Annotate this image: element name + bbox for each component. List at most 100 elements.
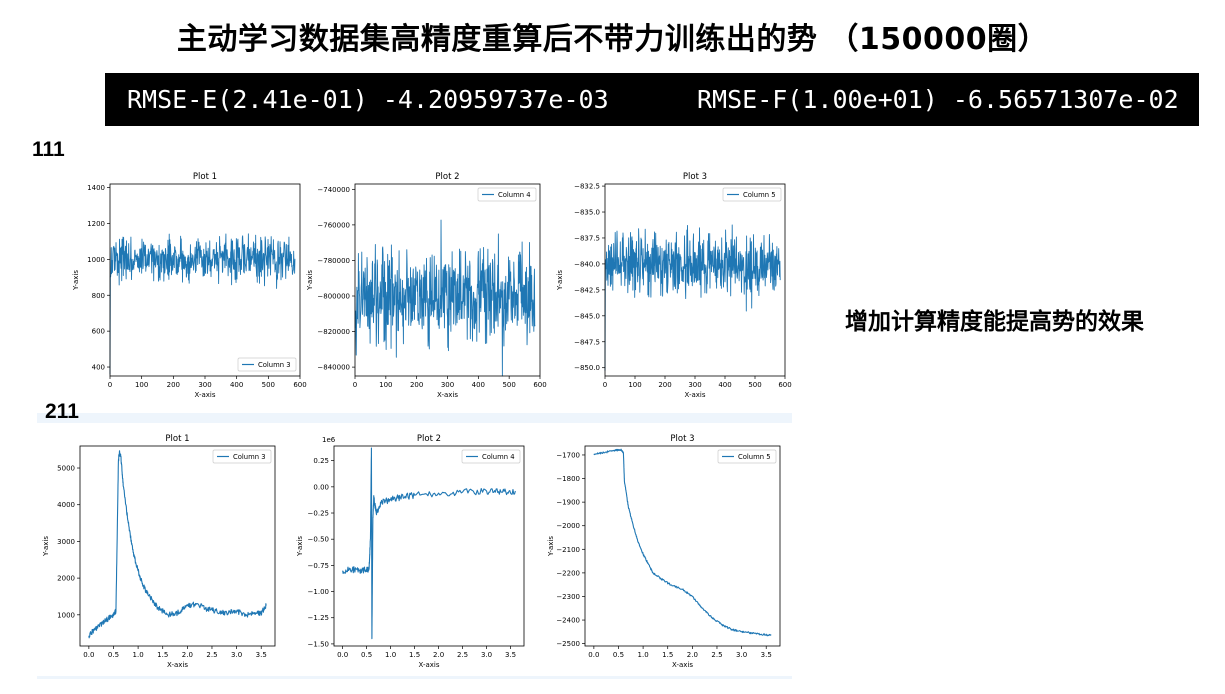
y-tick-label: −2000 bbox=[556, 522, 580, 530]
x-tick-label: 200 bbox=[167, 381, 180, 389]
y-tick-label: −2300 bbox=[556, 593, 580, 601]
y-tick-label: −2100 bbox=[556, 546, 580, 554]
series-line bbox=[88, 450, 267, 639]
y-tick-label: 0.00 bbox=[313, 483, 329, 491]
x-tick-label: 3.0 bbox=[481, 651, 492, 659]
y-tick-label: −850.0 bbox=[574, 364, 600, 372]
x-tick-label: 0.5 bbox=[361, 651, 372, 659]
y-tick-label: 1400 bbox=[87, 184, 105, 192]
x-tick-label: 0 bbox=[603, 381, 607, 389]
y-tick-label: −842.5 bbox=[574, 286, 600, 294]
x-axis-label: X-axis bbox=[195, 391, 216, 399]
axes-frame bbox=[584, 445, 781, 647]
x-tick-label: 300 bbox=[198, 381, 211, 389]
y-tick-label: 600 bbox=[92, 328, 105, 336]
chart-title: Plot 1 bbox=[193, 172, 217, 182]
y-tick-label: 2000 bbox=[57, 575, 75, 583]
x-axis-label: X-axis bbox=[685, 391, 706, 399]
x-tick-label: 2.5 bbox=[711, 651, 722, 659]
x-tick-label: 0.0 bbox=[588, 651, 599, 659]
x-tick-label: 600 bbox=[293, 381, 306, 389]
axes-frame bbox=[333, 445, 525, 647]
x-tick-label: 3.5 bbox=[505, 651, 516, 659]
y-tick-label: −840.0 bbox=[574, 260, 600, 268]
offset-text: 1e6 bbox=[322, 436, 336, 444]
side-note: 增加计算精度能提高势的效果 bbox=[845, 309, 1144, 335]
y-tick-label: −740000 bbox=[317, 186, 350, 194]
y-tick-label: −837.5 bbox=[574, 234, 600, 242]
chart-title: Plot 3 bbox=[683, 172, 707, 182]
y-tick-label: −780000 bbox=[317, 257, 350, 265]
x-tick-label: 0.5 bbox=[613, 651, 624, 659]
y-tick-label: −845.0 bbox=[574, 312, 600, 320]
series-line bbox=[354, 219, 536, 377]
chart-title: Plot 3 bbox=[670, 434, 694, 444]
y-tick-label: 1200 bbox=[87, 220, 105, 228]
y-tick-label: 400 bbox=[92, 364, 105, 372]
x-tick-label: 400 bbox=[230, 381, 243, 389]
x-tick-label: 200 bbox=[658, 381, 671, 389]
legend-box bbox=[722, 187, 782, 202]
y-tick-label: 5000 bbox=[57, 465, 75, 473]
legend-box bbox=[717, 449, 777, 464]
y-tick-label: −2400 bbox=[556, 617, 580, 625]
x-tick-label: 100 bbox=[379, 381, 392, 389]
x-tick-label: 500 bbox=[748, 381, 761, 389]
chart-title: Plot 1 bbox=[165, 434, 189, 444]
chart-1: Plot 1 0 100 200 300 400 500 600 400 600 800 1000 12… bbox=[72, 172, 307, 399]
x-tick-label: 0 bbox=[108, 381, 112, 389]
legend-label: Column 3 bbox=[233, 453, 266, 461]
rmse-energy-text: RMSE-E(2.41e-01) -4.20959737e-03 bbox=[127, 85, 609, 114]
y-axis-label: Y-axis bbox=[547, 536, 555, 557]
y-tick-label: −820000 bbox=[317, 328, 350, 336]
x-tick-label: 2.0 bbox=[433, 651, 444, 659]
legend-label: Column 3 bbox=[258, 361, 291, 369]
y-tick-label: −832.5 bbox=[574, 183, 600, 191]
series-line bbox=[342, 447, 516, 640]
chart-5: Plot 2 1e6 0.0 0.5 1.0 1.5 2.0 2.5 3.0 3.5 −1.50 −1… bbox=[296, 434, 525, 669]
x-tick-label: 1.5 bbox=[662, 651, 673, 659]
x-tick-label: 100 bbox=[135, 381, 148, 389]
x-tick-label: 200 bbox=[410, 381, 423, 389]
legend-box bbox=[477, 187, 537, 202]
x-tick-label: 3.0 bbox=[736, 651, 747, 659]
y-tick-label: −800000 bbox=[317, 293, 350, 301]
y-tick-label: −0.75 bbox=[308, 562, 329, 570]
y-tick-label: −1.50 bbox=[308, 640, 329, 648]
y-axis-label: Y-axis bbox=[306, 270, 314, 291]
x-tick-label: 0.5 bbox=[108, 651, 119, 659]
legend-box bbox=[461, 449, 521, 464]
legend-box bbox=[212, 449, 272, 464]
x-tick-label: 2.5 bbox=[206, 651, 217, 659]
x-tick-label: 100 bbox=[628, 381, 641, 389]
y-tick-label: 1000 bbox=[57, 611, 75, 619]
y-axis-label: Y-axis bbox=[42, 536, 50, 557]
row1-label: 111 bbox=[32, 138, 65, 161]
y-tick-label: 1000 bbox=[87, 256, 105, 264]
y-tick-label: −1800 bbox=[556, 475, 580, 483]
axes-frame bbox=[109, 183, 301, 377]
x-tick-label: 1.0 bbox=[385, 651, 396, 659]
chart-title: Plot 2 bbox=[435, 172, 459, 182]
x-tick-label: 3.5 bbox=[256, 651, 267, 659]
x-tick-label: 0 bbox=[353, 381, 357, 389]
chart-4: Plot 1 0.0 0.5 1.0 1.5 2.0 2.5 3.0 3.5 1000 2000 30… bbox=[42, 434, 276, 669]
y-tick-label: −2200 bbox=[556, 569, 580, 577]
bottom-band bbox=[37, 676, 792, 679]
axes-frame bbox=[79, 445, 276, 647]
x-tick-label: 300 bbox=[688, 381, 701, 389]
chart-title: Plot 2 bbox=[417, 434, 441, 444]
rmse-force-text: RMSE-F(1.00e+01) -6.56571307e-02 bbox=[697, 85, 1179, 114]
x-tick-label: 0.0 bbox=[83, 651, 94, 659]
y-tick-label: −1700 bbox=[556, 451, 580, 459]
x-tick-label: 500 bbox=[262, 381, 275, 389]
chart-2: Plot 2 0 100 200 300 400 500 600 −840000 −820000 −… bbox=[306, 172, 547, 399]
y-tick-label: −1.00 bbox=[308, 588, 329, 596]
y-axis-label: Y-axis bbox=[72, 270, 80, 291]
series-line bbox=[604, 224, 781, 371]
legend-label: Column 5 bbox=[743, 191, 776, 199]
chart-6: Plot 3 0.0 0.5 1.0 1.5 2.0 2.5 3.0 3.5 −2500 −2400… bbox=[547, 434, 781, 669]
x-axis-label: X-axis bbox=[437, 391, 458, 399]
y-axis-label: Y-axis bbox=[296, 536, 304, 557]
x-tick-label: 600 bbox=[533, 381, 546, 389]
